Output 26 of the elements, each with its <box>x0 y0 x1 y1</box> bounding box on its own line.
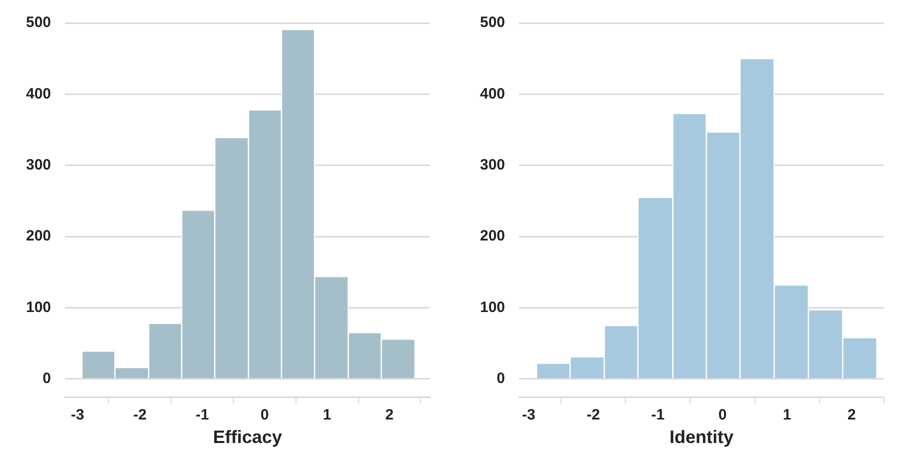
y-tick-label: 500 <box>480 14 506 32</box>
x-tick-label: -1 <box>196 406 209 424</box>
x-tick-label: 1 <box>322 406 332 424</box>
y-tick-label: 0 <box>496 370 506 388</box>
y-tick-label: 200 <box>480 228 506 245</box>
y-tick-label: 200 <box>26 228 52 245</box>
y-tick-label: 100 <box>480 298 506 316</box>
y-tick-label: 0 <box>42 370 52 388</box>
y-tick-label: 100 <box>26 298 52 316</box>
y-tick-label: 400 <box>480 85 506 102</box>
y-tick-label: 300 <box>26 156 52 174</box>
x-tick-label: -3 <box>522 406 536 424</box>
x-tick-label: 0 <box>260 406 269 424</box>
x-tick-label: 0 <box>718 406 727 424</box>
y-tick-label: 500 <box>26 14 52 32</box>
x-tick-label: 2 <box>385 406 394 424</box>
x-tick-label: -3 <box>70 406 84 424</box>
x-tick-label: 1 <box>782 406 792 424</box>
y-tick-label: 300 <box>480 156 506 174</box>
x-axis-title: Identity <box>670 427 734 448</box>
x-tick-label: -1 <box>651 406 665 424</box>
x-tick-label: -2 <box>133 406 147 424</box>
y-tick-label: 400 <box>26 85 52 102</box>
x-axis-title: Efficacy <box>212 427 282 448</box>
x-tick-label: -2 <box>586 406 600 424</box>
x-tick-label: 2 <box>848 406 856 424</box>
